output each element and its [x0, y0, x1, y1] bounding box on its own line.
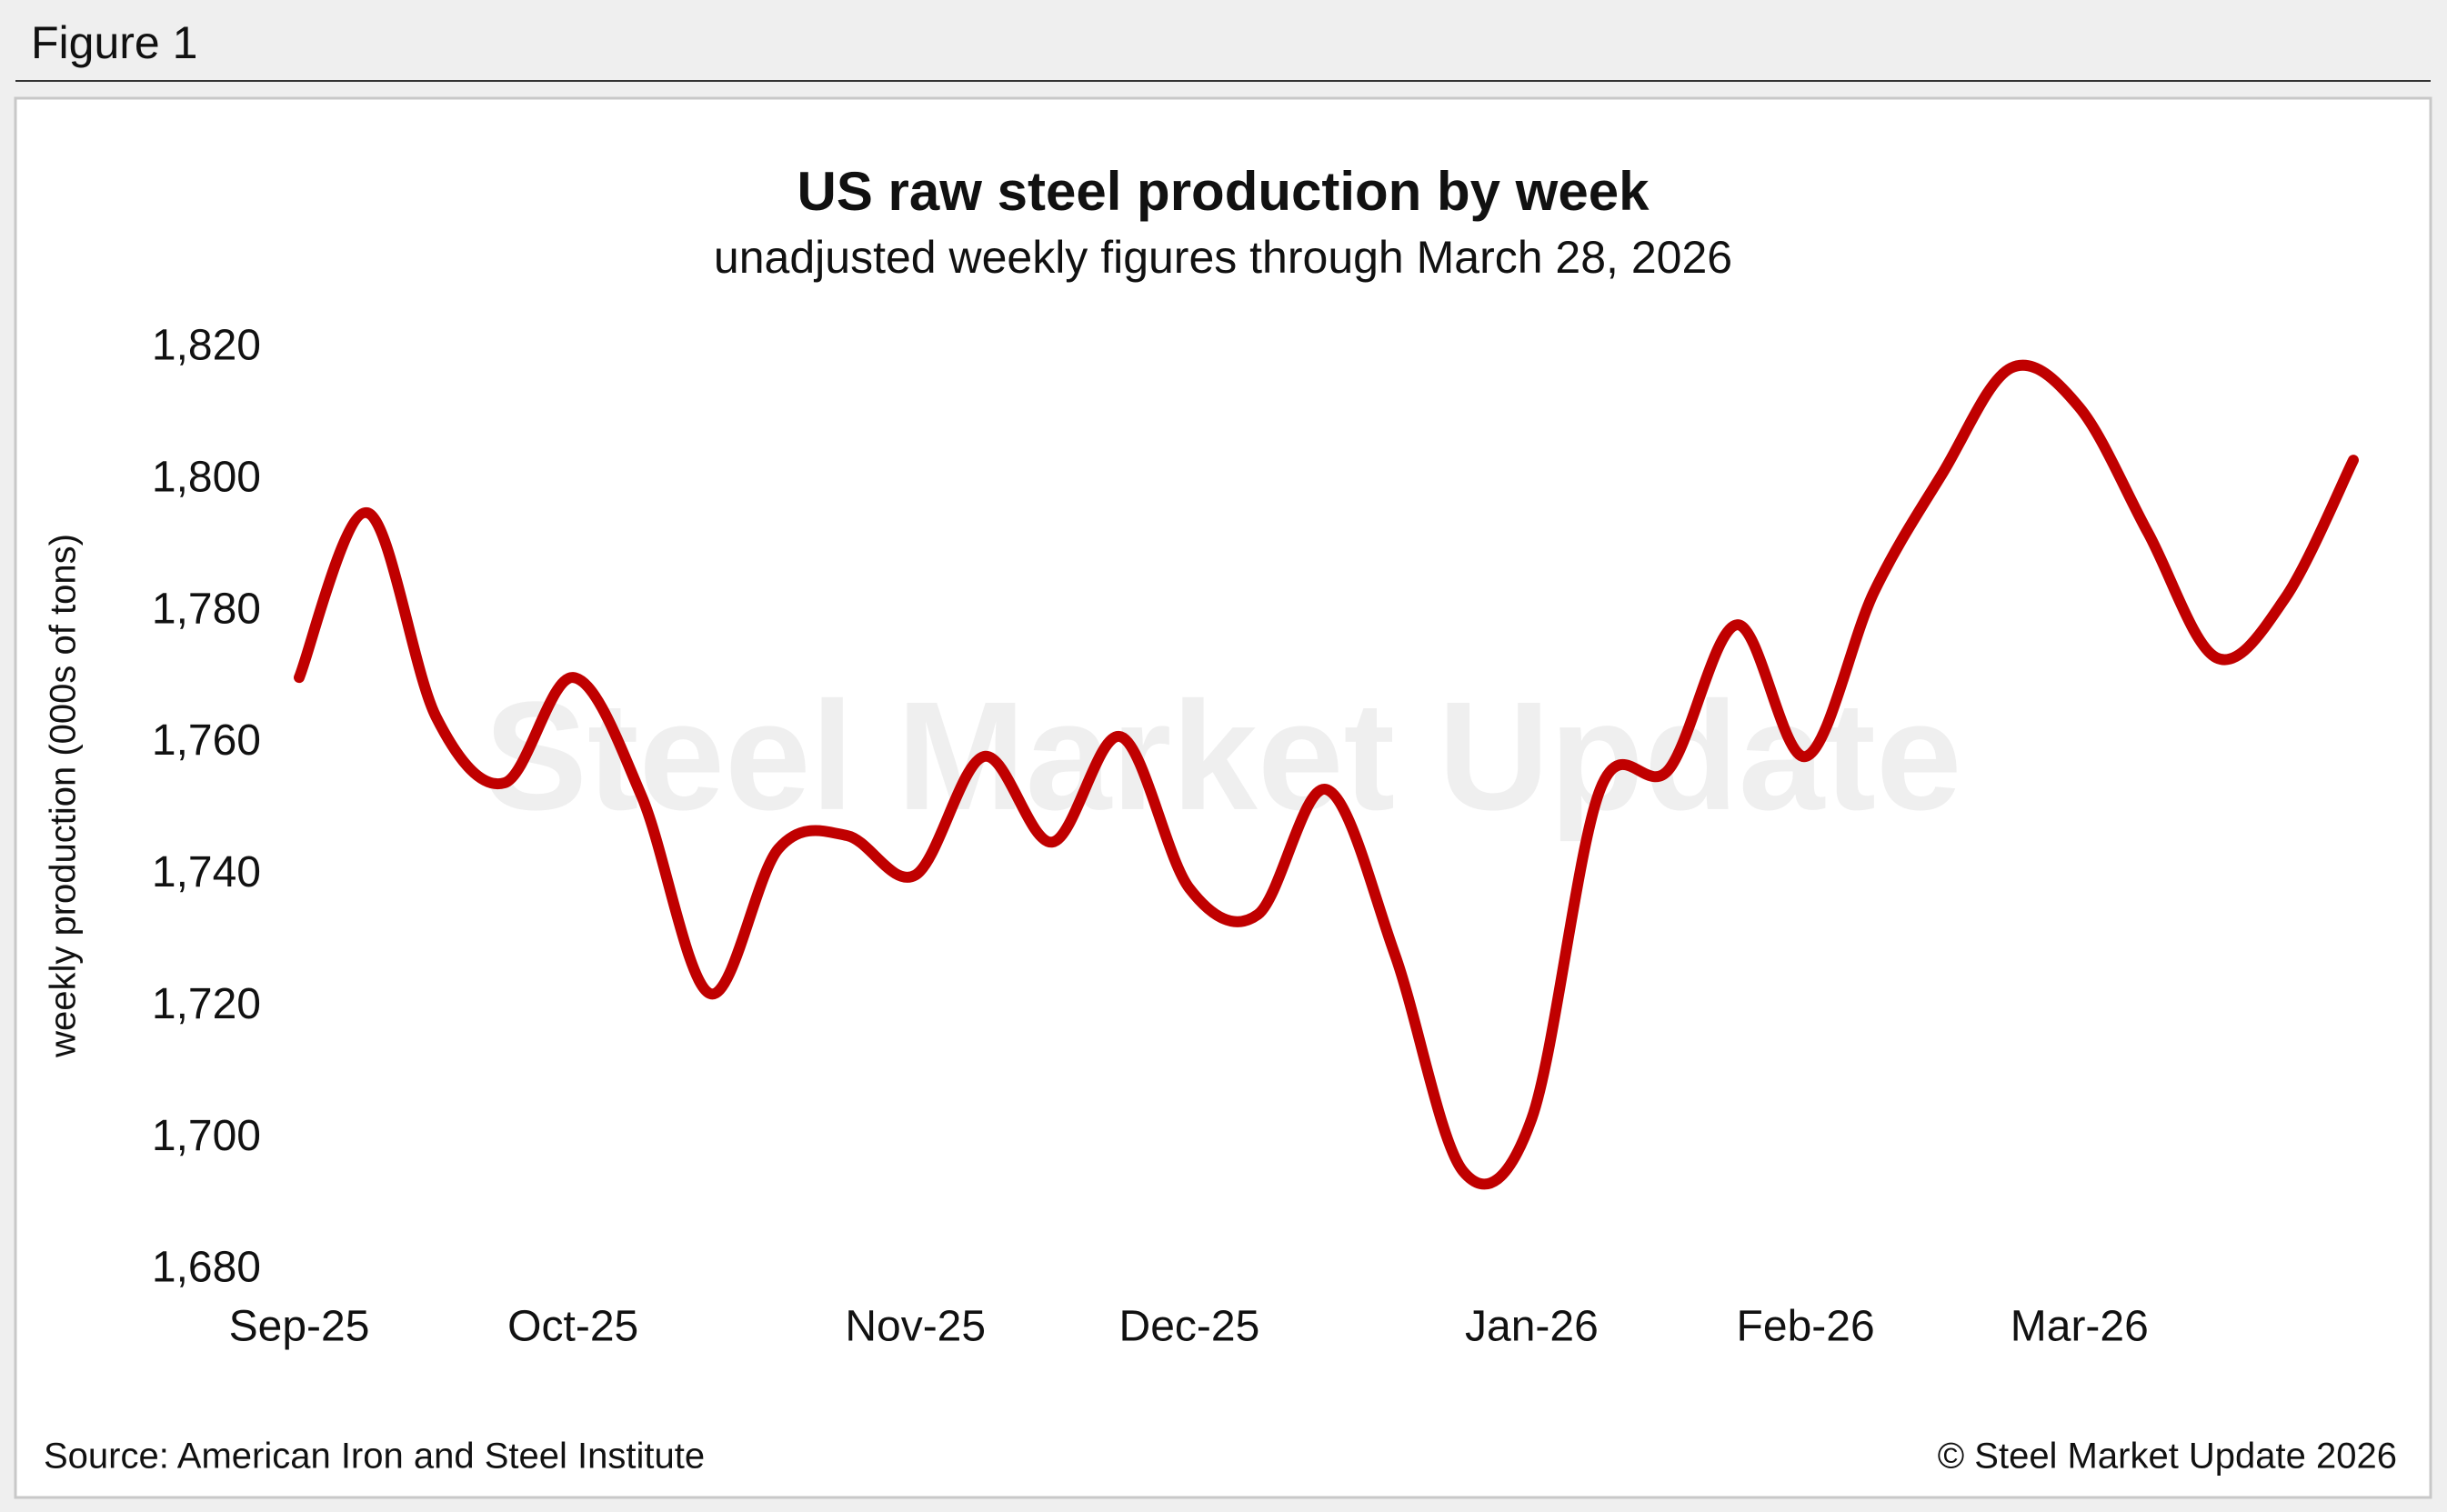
y-axis-title: weekly production (000s of tons)	[44, 534, 84, 1058]
series-line	[294, 359, 2359, 1190]
x-tick-label: Jan-26	[1465, 1303, 1599, 1351]
y-tick-label: 1,760	[152, 716, 261, 765]
figure-label: Figure 1	[31, 17, 197, 68]
y-tick-label: 1,780	[152, 585, 261, 633]
y-tick-label: 1,800	[152, 454, 261, 502]
y-tick-label: 1,740	[152, 848, 261, 896]
y-tick-label: 1,820	[152, 322, 261, 370]
panel	[14, 96, 2432, 1499]
x-tick-label: Nov-25	[845, 1303, 986, 1351]
x-tick-label: Feb-26	[1737, 1303, 1875, 1351]
x-tick-label: Dec-25	[1119, 1303, 1260, 1351]
x-tick-label: Oct-25	[507, 1303, 638, 1351]
chart-subtitle: unadjusted weekly figures through March …	[714, 232, 1732, 283]
source: Source: American Iron and Steel Institut…	[44, 1437, 705, 1477]
x-tick-label: Mar-26	[2011, 1303, 2149, 1351]
x-tick-label: Sep-25	[229, 1303, 370, 1351]
chart-title: US raw steel production by week	[797, 161, 1650, 222]
watermark: Steel Market Update	[485, 670, 1962, 843]
credit: © Steel Market Update 2026	[1938, 1437, 2397, 1477]
y-tick-label: 1,700	[152, 1112, 261, 1160]
y-tick-label: 1,680	[152, 1244, 261, 1292]
y-tick-label: 1,720	[152, 980, 261, 1028]
